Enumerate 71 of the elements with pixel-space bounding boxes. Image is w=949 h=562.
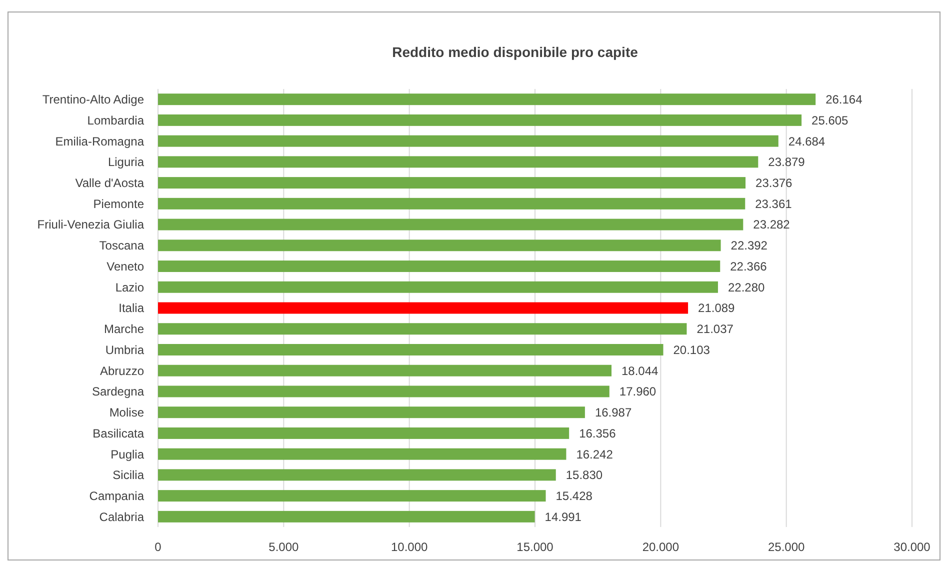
data-label: 25.605	[812, 113, 849, 128]
data-label: 22.280	[728, 280, 765, 294]
data-label: 23.879	[768, 155, 806, 170]
data-label: 16.987	[594, 406, 632, 420]
bar	[158, 94, 816, 106]
data-label: 21.089	[698, 301, 736, 316]
bar	[158, 260, 720, 272]
x-tick-label: 25.000	[768, 540, 806, 554]
bar	[158, 156, 758, 168]
bar	[158, 448, 566, 460]
chart-title: Reddito medio disponibile pro capite	[392, 44, 638, 60]
data-label: 18.044	[622, 364, 659, 378]
x-tick-label: 0	[154, 540, 162, 554]
data-label: 22.366	[730, 259, 768, 274]
y-tick-label: Umbria	[105, 342, 144, 357]
bar	[158, 198, 746, 210]
y-tick-label: Sicilia	[112, 468, 144, 482]
x-tick-label: 10.000	[390, 540, 428, 554]
data-label: 15.830	[566, 468, 603, 482]
data-label: 23.376	[756, 176, 793, 190]
bar	[158, 302, 688, 314]
data-label: 14.991	[544, 510, 582, 524]
y-tick-label: Sardegna	[92, 384, 144, 399]
bar	[158, 510, 535, 522]
data-label: 21.037	[696, 322, 734, 336]
bar	[158, 469, 556, 481]
bar	[158, 406, 585, 418]
bar	[158, 218, 744, 230]
y-tick-label: Campania	[89, 489, 144, 504]
bar	[158, 344, 664, 356]
data-label: 24.684	[788, 134, 826, 148]
y-tick-label: Calabria	[99, 510, 144, 524]
y-tick-label: Basilicata	[92, 426, 144, 440]
bar	[158, 364, 612, 376]
y-tick-label: Toscana	[99, 238, 144, 253]
data-label: 23.361	[755, 196, 792, 211]
data-label: 17.960	[619, 384, 656, 399]
y-tick-label: Italia	[118, 301, 144, 316]
x-tick-label: 20.000	[642, 540, 680, 554]
bar	[158, 386, 610, 398]
data-label: 16.356	[579, 426, 616, 440]
y-tick-label: Puglia	[110, 447, 144, 462]
bar	[158, 323, 687, 335]
bar	[158, 135, 778, 147]
data-label: 15.428	[556, 489, 593, 504]
y-tick-label: Lombardia	[87, 113, 144, 128]
bar	[158, 427, 570, 439]
y-tick-label: Trentino-Alto Adige	[42, 92, 144, 107]
y-tick-label: Emilia-Romagna	[55, 134, 144, 148]
bar	[158, 240, 721, 252]
y-tick-label: Marche	[104, 322, 144, 336]
data-label: 16.242	[576, 447, 614, 462]
bar	[158, 177, 746, 189]
y-tick-label: Veneto	[106, 259, 144, 274]
x-tick-label: 30.000	[894, 540, 931, 554]
x-tick-label: 15.000	[516, 540, 554, 554]
bar	[158, 114, 802, 126]
bar	[158, 281, 718, 293]
y-tick-label: Friuli-Venezia Giulia	[37, 218, 144, 232]
x-tick-label: 5.000	[268, 540, 300, 554]
y-tick-label: Liguria	[108, 155, 144, 170]
bar	[158, 490, 546, 502]
y-tick-label: Valle d'Aosta	[75, 176, 144, 190]
y-tick-label: Piemonte	[93, 196, 144, 211]
y-tick-label: Lazio	[115, 280, 144, 294]
data-label: 23.282	[753, 218, 790, 232]
data-label: 26.164	[826, 92, 863, 107]
y-tick-label: Molise	[109, 406, 144, 420]
y-tick-label: Abruzzo	[100, 364, 144, 378]
data-label: 20.103	[673, 342, 710, 357]
data-label: 22.392	[730, 238, 768, 253]
